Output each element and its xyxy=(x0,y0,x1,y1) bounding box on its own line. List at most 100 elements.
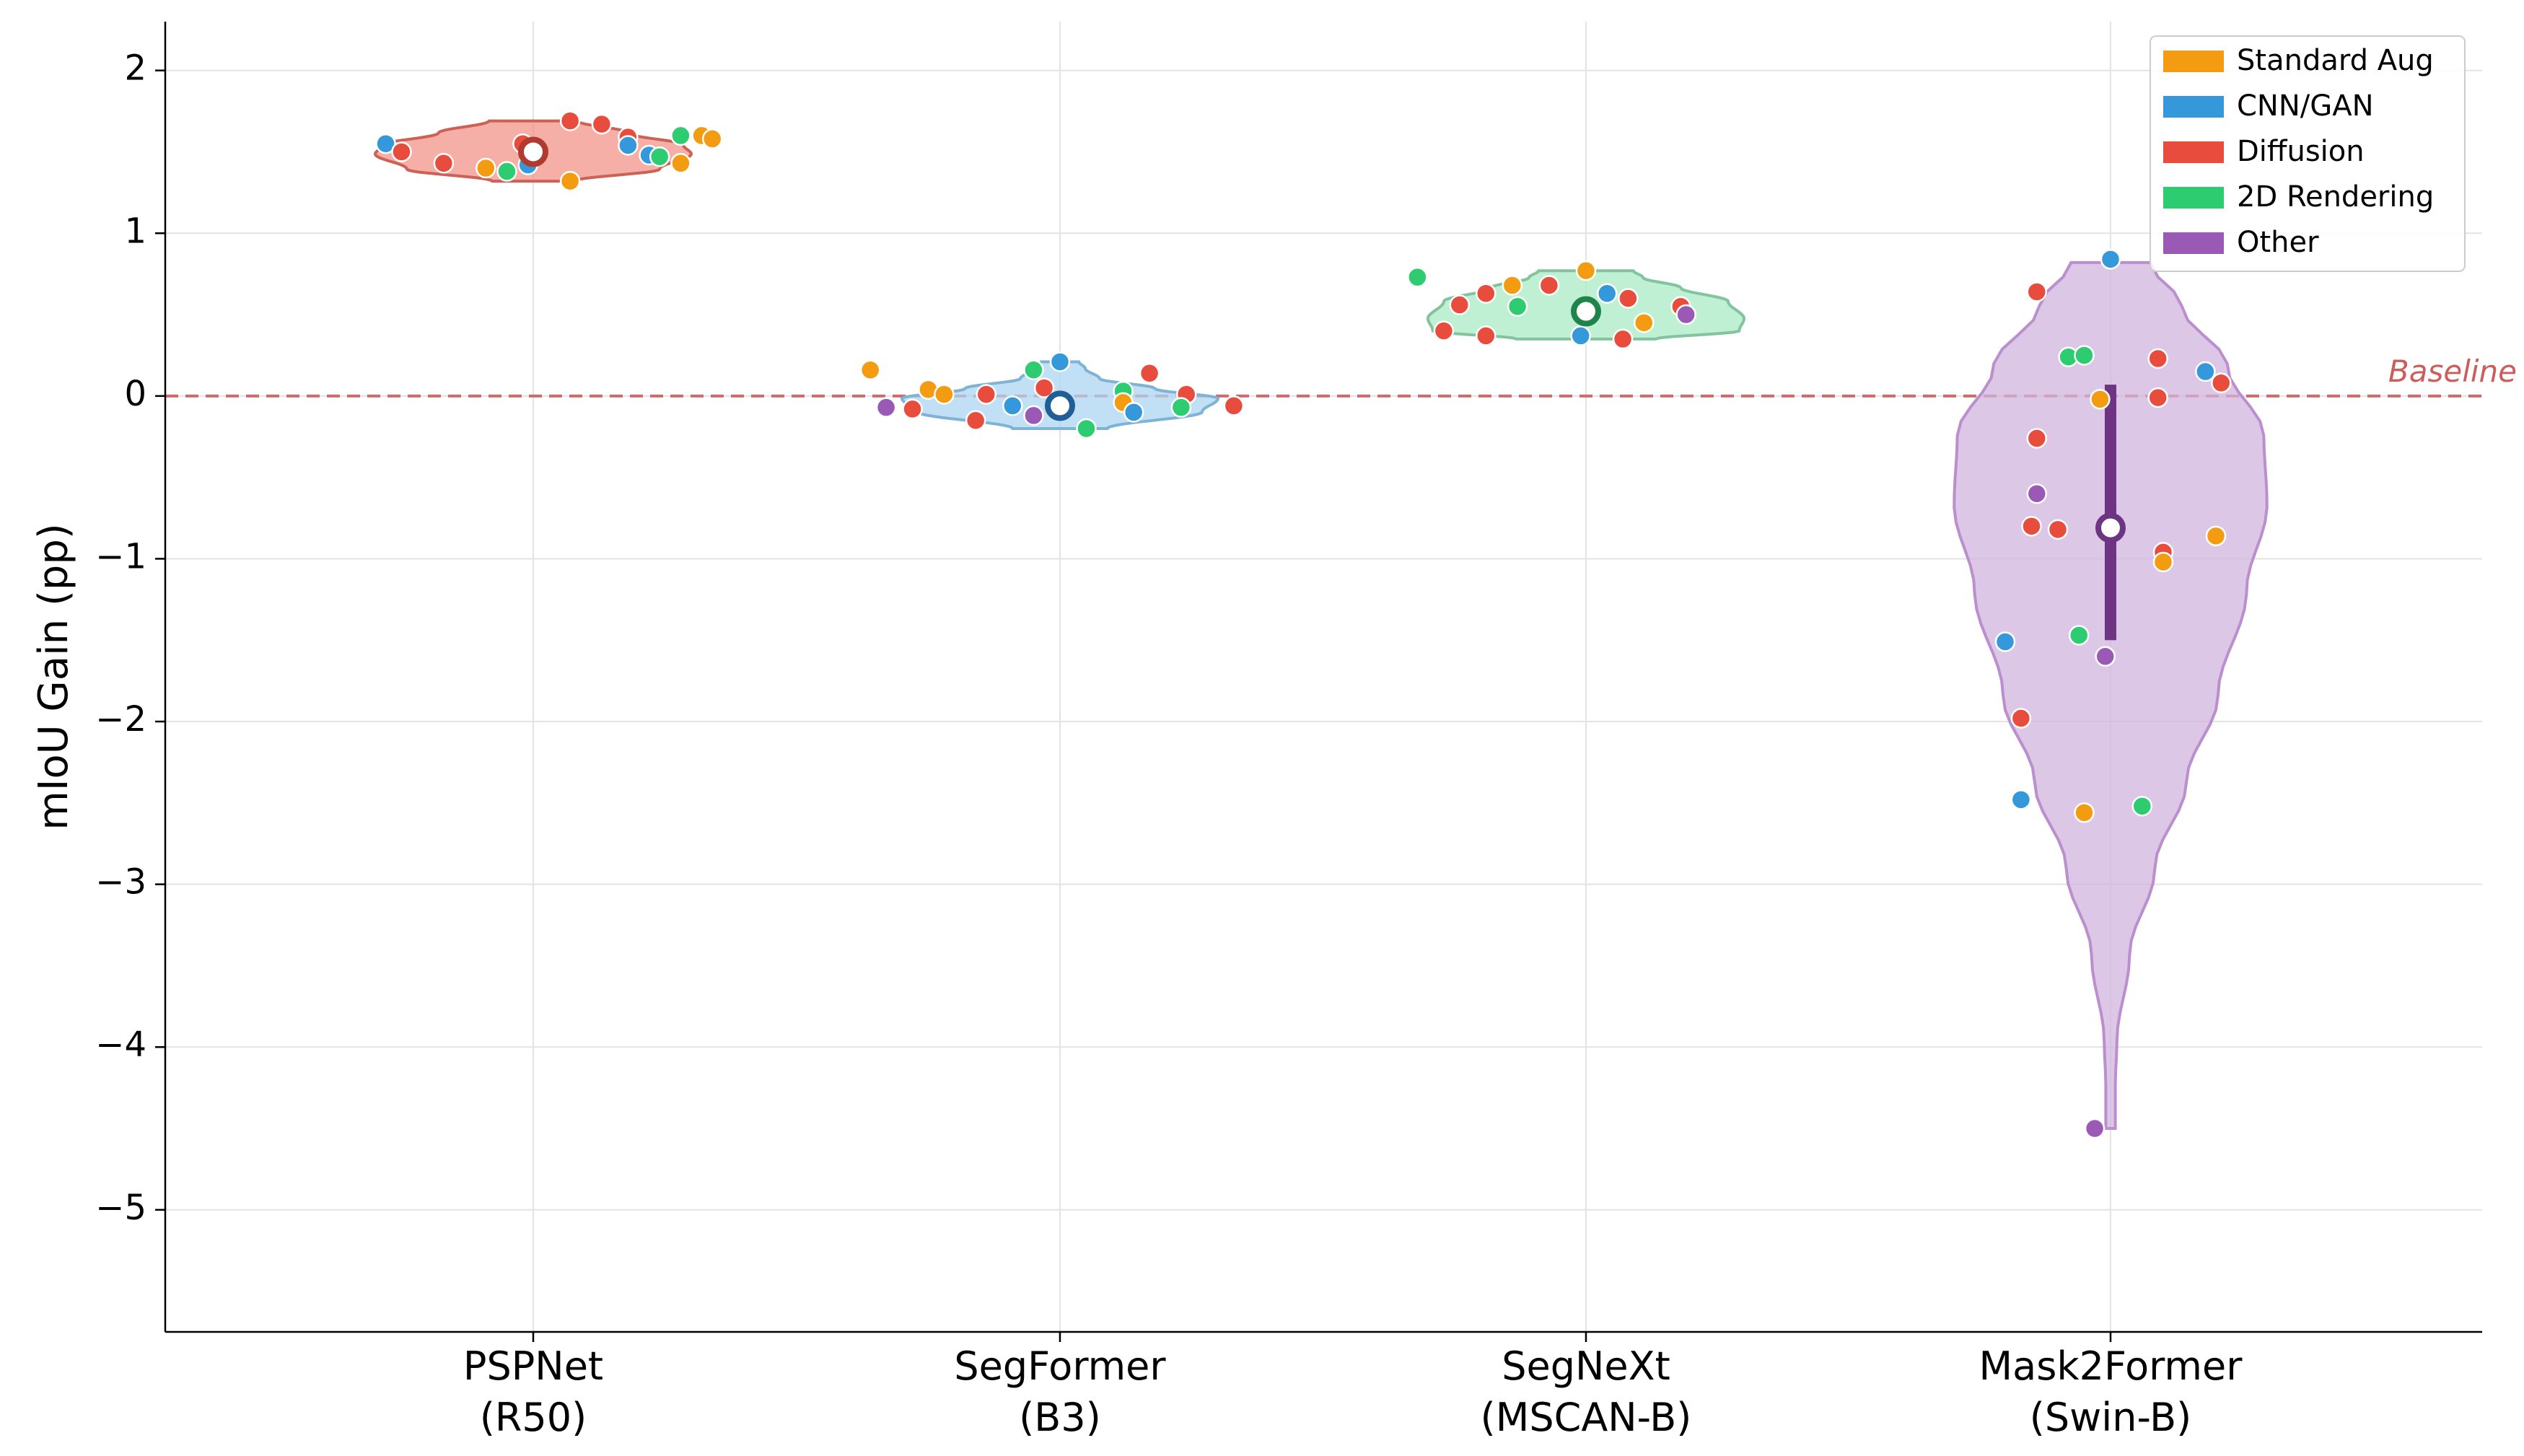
legend-label: Other xyxy=(2237,226,2319,259)
data-point xyxy=(902,398,923,420)
data-point xyxy=(1033,377,1055,398)
data-point xyxy=(1507,296,1528,317)
axes xyxy=(164,22,2482,1333)
y-tick-label: −3 xyxy=(95,862,146,903)
y-tick-label: 0 xyxy=(124,374,146,414)
median-marker xyxy=(2095,512,2126,543)
data-point xyxy=(2047,519,2069,540)
y-tick-label: −2 xyxy=(95,699,146,740)
data-point xyxy=(2026,483,2048,504)
data-point xyxy=(965,410,986,431)
data-point xyxy=(670,153,691,174)
data-point xyxy=(2152,551,2174,573)
data-point xyxy=(2026,428,2048,449)
data-point xyxy=(496,161,517,182)
legend-label: Standard Aug xyxy=(2237,44,2434,77)
data-point xyxy=(2205,525,2227,547)
data-point xyxy=(1596,283,1618,304)
data-point xyxy=(1538,275,1560,296)
data-point xyxy=(2010,789,2032,810)
data-point xyxy=(591,113,613,135)
data-point xyxy=(391,141,412,162)
data-point xyxy=(2211,372,2232,394)
violin-body xyxy=(1953,260,2269,1130)
legend-swatch xyxy=(2163,51,2224,72)
data-point xyxy=(2095,646,2116,667)
data-point xyxy=(1612,328,1634,350)
data-point xyxy=(2074,802,2095,823)
data-point xyxy=(2021,516,2042,537)
data-point xyxy=(2010,708,2032,729)
x-tick-label: SegNeXt xyxy=(1502,1343,1670,1389)
data-point xyxy=(433,153,455,174)
data-point xyxy=(1049,351,1071,372)
data-point xyxy=(670,125,691,146)
baseline-label: Baseline xyxy=(2388,354,2517,389)
legend-label: CNN/GAN xyxy=(2237,89,2374,123)
data-point xyxy=(2090,389,2111,410)
data-point xyxy=(559,170,581,192)
median-marker xyxy=(1045,390,1075,421)
data-point xyxy=(1170,397,1192,418)
ticks: 2 1 0 −1 −2 −3 −4 −5 PSPNet (R50) SegFormer (B3) Seg… xyxy=(95,48,2243,1440)
x-tick-label: (MSCAN-B) xyxy=(1481,1395,1692,1440)
data-point xyxy=(1575,260,1597,281)
x-tick-label: PSPNet xyxy=(463,1343,603,1389)
x-tick-label: SegFormer xyxy=(954,1343,1166,1389)
legend-swatch xyxy=(2163,187,2224,209)
data-point xyxy=(2026,281,2048,302)
data-point xyxy=(1123,402,1144,423)
legend-label: 2D Rendering xyxy=(2237,180,2434,214)
data-point xyxy=(934,384,955,405)
legend-swatch xyxy=(2163,141,2224,163)
data-point xyxy=(1407,266,1428,288)
median-marker xyxy=(1571,296,1601,327)
data-point xyxy=(2131,796,2153,817)
data-point xyxy=(2147,387,2168,408)
x-tick-label: (R50) xyxy=(480,1395,587,1440)
violins xyxy=(373,110,2269,1139)
data-point xyxy=(1502,275,1523,296)
legend: Standard Aug CNN/GAN Diffusion 2D Rendering… xyxy=(2150,35,2466,272)
y-tick-label: −4 xyxy=(95,1025,146,1065)
data-point xyxy=(559,110,581,131)
y-tick-label: −1 xyxy=(95,536,146,576)
y-tick-label: 1 xyxy=(124,211,146,251)
data-point xyxy=(1476,283,1497,304)
data-point xyxy=(859,359,881,381)
legend-swatch xyxy=(2163,232,2224,254)
legend-label: Diffusion xyxy=(2237,135,2365,168)
y-axis-label: mIoU Gain (pp) xyxy=(30,523,77,830)
data-point xyxy=(2068,625,2090,646)
data-point xyxy=(476,157,496,179)
x-tick-label: Mask2Former xyxy=(1979,1343,2243,1389)
data-point xyxy=(618,135,639,156)
data-point xyxy=(2195,361,2216,382)
data-point xyxy=(2084,1118,2105,1139)
data-point xyxy=(375,133,396,154)
data-point xyxy=(2147,348,2168,369)
data-point xyxy=(1023,405,1044,426)
data-point xyxy=(1994,631,2016,652)
legend-swatch xyxy=(2163,96,2224,118)
data-point xyxy=(1002,395,1023,416)
data-point xyxy=(976,384,997,405)
data-point xyxy=(1433,320,1455,341)
data-point xyxy=(1634,312,1655,333)
x-tick-label: (Swin-B) xyxy=(2030,1395,2191,1440)
data-point xyxy=(2100,249,2121,270)
data-point xyxy=(1570,325,1591,346)
data-point xyxy=(1449,294,1471,315)
data-point xyxy=(1618,288,1639,309)
data-point xyxy=(2074,345,2095,366)
data-point xyxy=(1076,418,1097,439)
median-marker xyxy=(518,136,548,167)
data-point xyxy=(875,397,897,418)
data-point xyxy=(1476,325,1497,346)
legend-frame xyxy=(2150,35,2466,272)
data-point xyxy=(1139,363,1160,384)
data-point xyxy=(1675,304,1696,325)
data-point xyxy=(1023,359,1044,381)
data-point xyxy=(1223,395,1245,416)
